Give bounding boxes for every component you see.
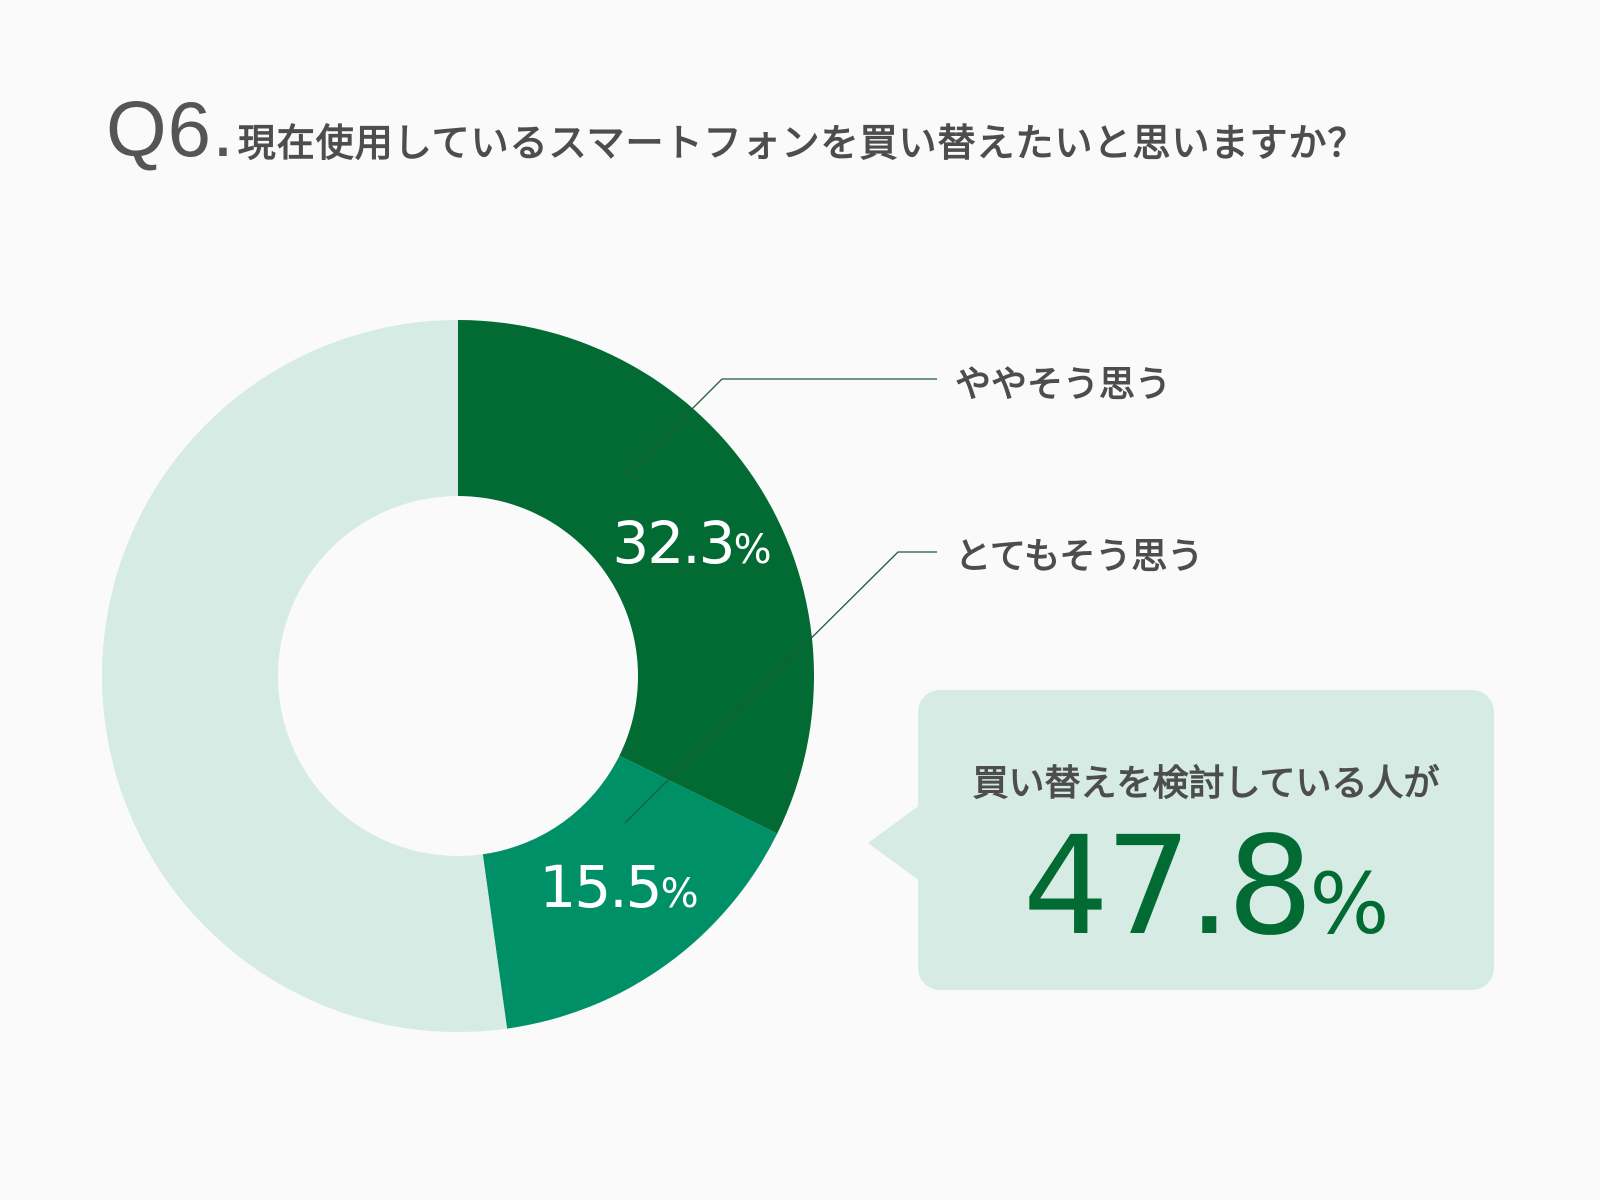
callout-value: 47.8% [918, 808, 1494, 966]
slice-name-label: ややそう思う [955, 364, 1171, 405]
callout-value-unit: % [1309, 855, 1390, 953]
leader-line [624, 378, 937, 477]
callout-tail [868, 805, 920, 881]
callout-value-number: 47.8 [1022, 808, 1314, 966]
donut-slice [482, 755, 778, 1029]
donut-slice [458, 320, 815, 834]
question-number: Q6 [106, 85, 213, 173]
donut-slice [101, 320, 508, 1032]
summary-callout: 買い替えを検討している人が 47.8% [918, 690, 1494, 990]
question-text: 現在使用しているスマートフォンを買い替えたいと思いますか？ [237, 121, 1367, 165]
chart-title: Q6. 現在使用しているスマートフォンを買い替えたいと思いますか？ [106, 84, 1366, 175]
slice-percent-label: 15.5% [539, 853, 698, 921]
slice-percent-label: 32.3% [612, 509, 771, 577]
question-dot: . [212, 85, 234, 173]
leader-lines [624, 378, 937, 824]
callout-text: 買い替えを検討している人が [972, 763, 1440, 804]
leader-line [624, 551, 937, 824]
slice-name-label: とてもそう思う [955, 536, 1203, 577]
donut-slices [101, 320, 815, 1032]
percent-labels: 32.3% 15.5% [539, 509, 771, 921]
